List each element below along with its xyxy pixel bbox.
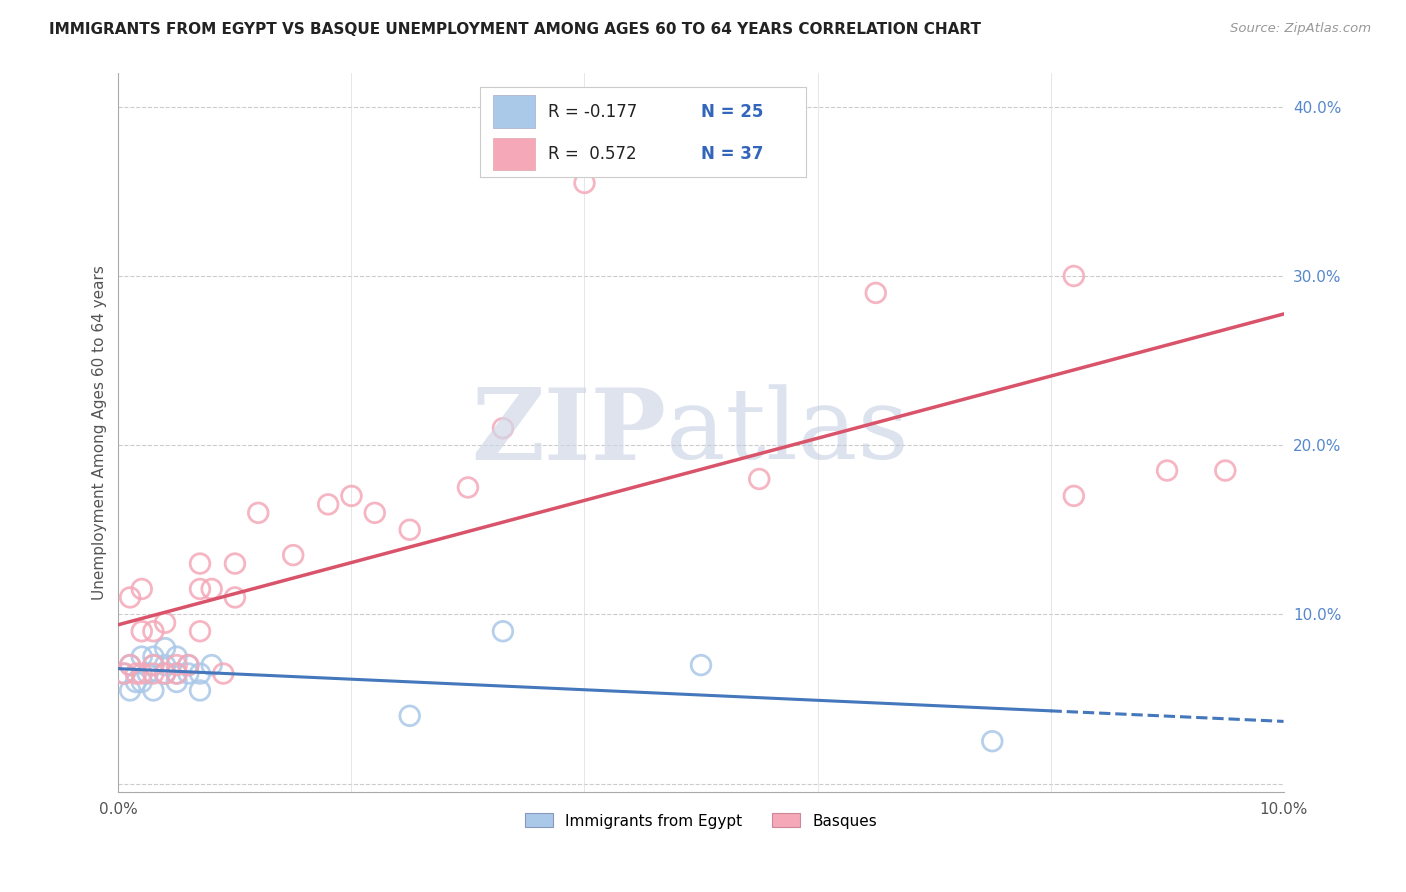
Point <box>112 666 135 681</box>
Point <box>142 658 165 673</box>
Point <box>212 666 235 681</box>
Point <box>153 615 176 630</box>
Point <box>112 666 135 681</box>
Point <box>247 506 270 520</box>
Point <box>188 557 211 571</box>
Point <box>142 649 165 664</box>
Point <box>340 489 363 503</box>
Point <box>166 675 188 690</box>
Text: ZIP: ZIP <box>471 384 666 481</box>
Point <box>177 666 200 681</box>
Point <box>188 666 211 681</box>
Point <box>136 666 159 681</box>
Point <box>177 658 200 673</box>
Point <box>166 666 188 681</box>
Point <box>492 421 515 435</box>
Point <box>153 666 176 681</box>
Point <box>131 666 153 681</box>
Point <box>201 582 224 596</box>
Point <box>364 506 387 520</box>
Point <box>131 624 153 639</box>
Point <box>316 497 339 511</box>
Point <box>131 675 153 690</box>
Point <box>1213 464 1236 478</box>
Point <box>457 480 479 494</box>
Point <box>865 285 887 300</box>
Point <box>153 666 176 681</box>
Point <box>142 658 165 673</box>
Text: atlas: atlas <box>666 384 908 481</box>
Point <box>492 624 515 639</box>
Point <box>398 523 420 537</box>
Y-axis label: Unemployment Among Ages 60 to 64 years: Unemployment Among Ages 60 to 64 years <box>93 265 107 600</box>
Point <box>142 683 165 698</box>
Point <box>142 666 165 681</box>
Point <box>125 675 148 690</box>
Point <box>690 658 713 673</box>
Point <box>142 624 165 639</box>
Text: Source: ZipAtlas.com: Source: ZipAtlas.com <box>1230 22 1371 36</box>
Point <box>1063 489 1085 503</box>
Point <box>398 709 420 723</box>
Point <box>224 591 246 605</box>
Point <box>131 582 153 596</box>
Point <box>153 658 176 673</box>
Point <box>166 658 188 673</box>
Point <box>1063 268 1085 283</box>
Point <box>981 734 1004 748</box>
Point <box>166 649 188 664</box>
Point <box>120 658 142 673</box>
Point <box>1156 464 1178 478</box>
Legend: Immigrants from Egypt, Basques: Immigrants from Egypt, Basques <box>519 807 883 835</box>
Point <box>283 548 305 562</box>
Point <box>166 666 188 681</box>
Point <box>120 683 142 698</box>
Point <box>120 658 142 673</box>
Text: IMMIGRANTS FROM EGYPT VS BASQUE UNEMPLOYMENT AMONG AGES 60 TO 64 YEARS CORRELATI: IMMIGRANTS FROM EGYPT VS BASQUE UNEMPLOY… <box>49 22 981 37</box>
Point <box>201 658 224 673</box>
Point <box>224 557 246 571</box>
Point <box>748 472 770 486</box>
Point <box>177 658 200 673</box>
Point <box>131 649 153 664</box>
Point <box>120 591 142 605</box>
Point <box>153 641 176 656</box>
Point <box>188 683 211 698</box>
Point <box>574 176 596 190</box>
Point <box>188 582 211 596</box>
Point <box>188 624 211 639</box>
Point <box>125 666 148 681</box>
